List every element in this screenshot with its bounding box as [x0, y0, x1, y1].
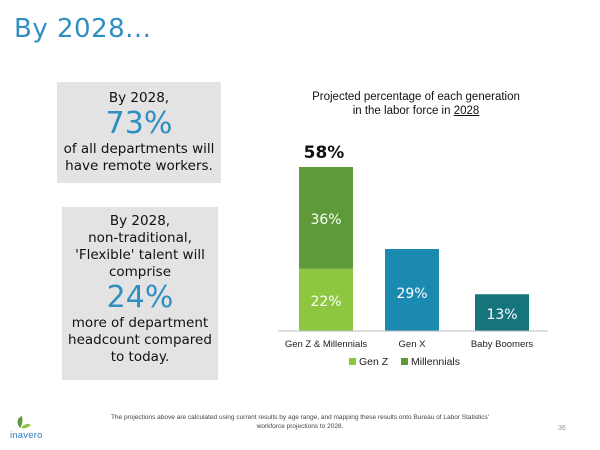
stat2-big-number: 24%: [106, 280, 174, 315]
bar-gen-z: [299, 268, 353, 331]
stat1-line2: of all departments will: [63, 141, 215, 157]
chart-title-line2: in the labor force in 2028: [296, 104, 536, 118]
stat2-line5: more of department: [71, 315, 209, 331]
data-label-baby-boomers: 13%: [486, 307, 517, 323]
footnote: The projections above are calculated usi…: [110, 414, 490, 430]
remote-workers-stat-box: By 2028, 73% of all departments will hav…: [57, 82, 221, 183]
stat2-line7: to today.: [110, 349, 170, 365]
page-number: 36: [558, 425, 566, 432]
slide-title: By 2028...: [14, 14, 152, 44]
stat2-line3: 'Flexible' talent will: [75, 247, 205, 263]
x-tick-label: Baby Boomers: [471, 339, 534, 350]
data-label-gen-x: 29%: [396, 286, 427, 302]
x-tick-label: Gen Z & Millennials: [285, 339, 368, 350]
inavero-logo-icon: [17, 416, 31, 429]
x-tick-label: Gen X: [399, 339, 427, 350]
stat1-line1: By 2028,: [108, 90, 170, 106]
legend-swatch-millennials: [401, 358, 408, 365]
bar-millennials: [299, 167, 353, 269]
legend-label-gen-z: Gen Z: [359, 356, 389, 368]
stat2-line4: comprise: [108, 264, 172, 280]
stat1-big-number: 73%: [105, 106, 173, 141]
stat2-line1: By 2028,: [109, 213, 171, 229]
flexible-talent-stat-box: By 2028, non-traditional, 'Flexible' tal…: [62, 207, 218, 380]
chart-title: Projected percentage of each generation …: [296, 90, 536, 118]
data-label-millennials: 36%: [310, 212, 341, 228]
legend-swatch-gen-z: [349, 358, 356, 365]
chart-title-year: 2028: [453, 105, 480, 117]
bar-gen-x: [385, 249, 439, 331]
chart-title-line1: Projected percentage of each generation: [312, 91, 520, 103]
logo-text: inavero: [10, 430, 43, 441]
data-label-gen-z: 22%: [310, 294, 341, 310]
stat2-line2: non-traditional,: [88, 230, 192, 246]
bar-baby-boomers: [475, 294, 529, 331]
data-label-total-gen-z-millennials: 58%: [304, 143, 345, 163]
chart-title-line2-prefix: in the labor force in: [352, 105, 454, 117]
stat2-line6: headcount compared: [68, 332, 212, 348]
stat1-line3: have remote workers.: [65, 158, 213, 174]
legend-label-millennials: Millennials: [411, 356, 460, 368]
